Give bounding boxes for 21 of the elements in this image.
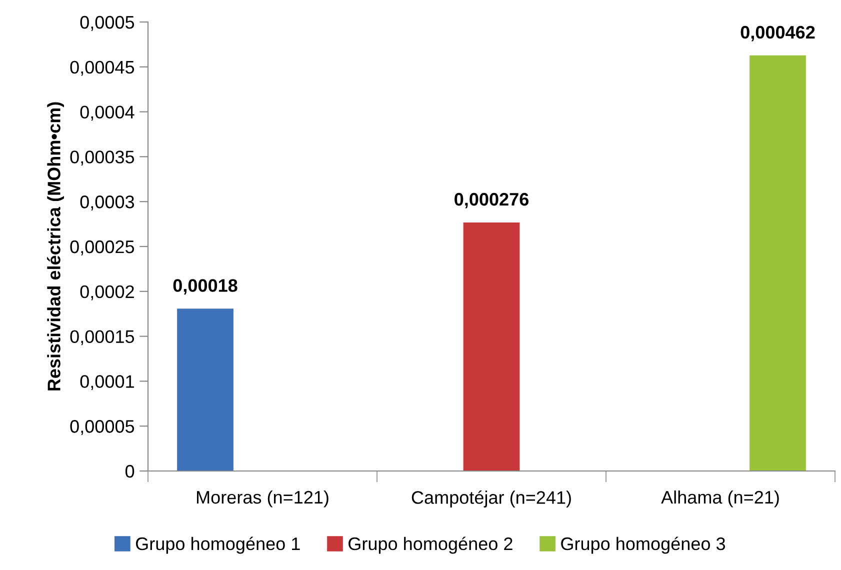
data-label: 0,000276 (454, 192, 529, 208)
y-tick-label: 0,00035 (70, 150, 134, 166)
y-tick-label: 0,0001 (80, 375, 134, 390)
y-tick-label: 0,0003 (80, 196, 134, 210)
y-tick-label: 0 (125, 464, 134, 478)
legend-label: Grupo homogéneo 2 (348, 536, 512, 554)
y-tick-label: 0,00005 (70, 420, 134, 435)
x-tick-label: Campotéjar (n=241) (412, 490, 571, 508)
data-label: 0,00018 (173, 279, 238, 295)
data-label: 0,000462 (740, 26, 815, 42)
y-axis-title: Resistividad eléctrica (MOhm•cm) (47, 102, 64, 390)
y-tick-label: 0,00015 (70, 330, 134, 346)
legend-label: Grupo homogéneo 3 (561, 536, 726, 554)
x-tick-label: Moreras (n=121) (197, 490, 328, 508)
legend-label: Grupo homogéneo 1 (136, 536, 300, 554)
y-tick-label: 0,0002 (80, 285, 134, 300)
x-tick-label: Alhama (n=21) (661, 490, 779, 508)
y-tick-label: 0,0005 (80, 16, 134, 31)
y-tick-label: 0,00025 (70, 240, 134, 256)
y-tick-label: 0,00045 (70, 60, 134, 76)
y-tick-label: 0,0004 (80, 106, 134, 121)
